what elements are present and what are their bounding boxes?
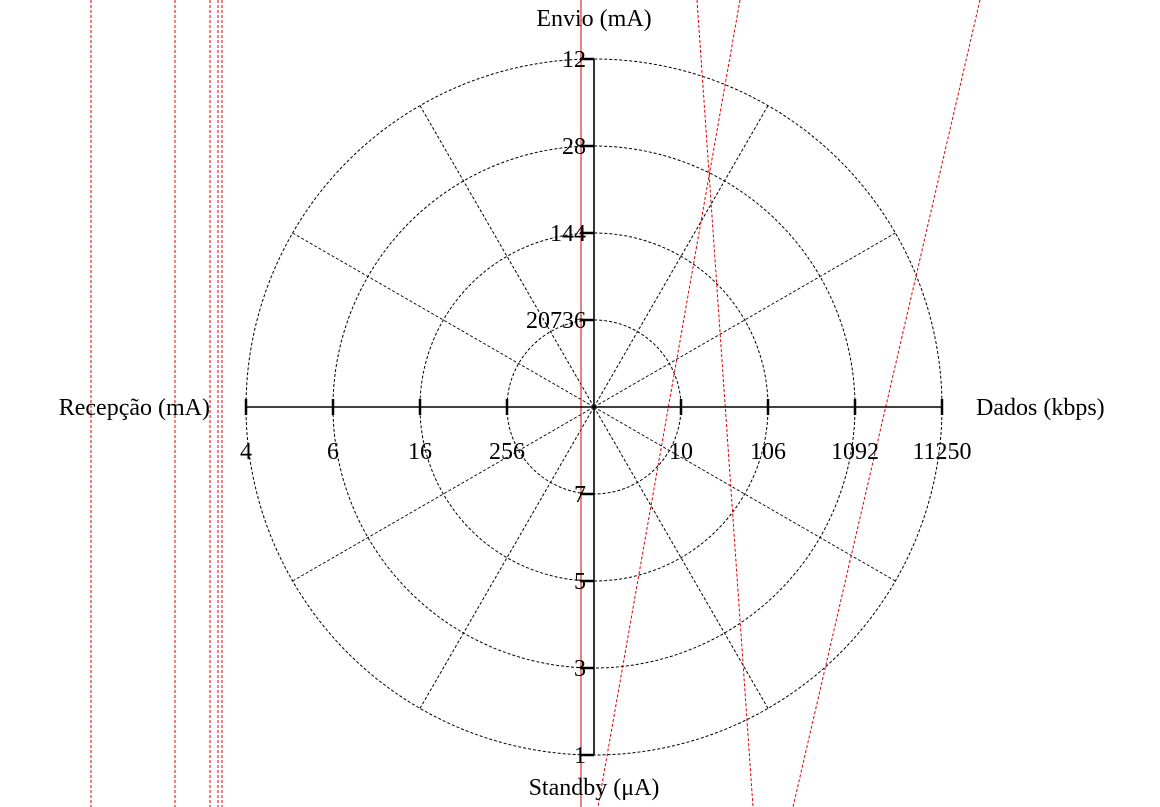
axis-recepcao-tick-label: 6 [327, 439, 339, 465]
axis-recepcao-label: Recepção (mA) [59, 395, 210, 421]
axis-envio-tick-label: 28 [562, 134, 586, 160]
axis-envio-tick-label: 20736 [526, 308, 586, 334]
axis-dados-tick-label: 1092 [831, 439, 879, 465]
axis-standby-label: Standby (μA) [529, 775, 660, 801]
axis-dados-tick-label: 106 [750, 439, 786, 465]
axis-envio-label: Envio (mA) [536, 6, 651, 32]
axis-recepcao-tick-label: 256 [489, 439, 525, 465]
axis-standby-tick-label: 5 [574, 569, 586, 595]
red-guide-dotted-line [598, 0, 740, 807]
axis-standby-tick-label: 7 [574, 482, 586, 508]
axis-dados-tick-label: 10 [669, 439, 693, 465]
axis-dados-label: Dados (kbps) [976, 395, 1105, 421]
axis-envio-tick-label: 12 [562, 47, 586, 73]
axis-recepcao-tick-label: 4 [240, 439, 252, 465]
axis-dados-tick-label: 11250 [912, 439, 971, 465]
axis-standby-tick-label: 1 [574, 743, 586, 769]
red-guide-dotted-line [793, 0, 980, 807]
red-guide-dotted-line [697, 0, 753, 807]
axis-envio-tick-label: 144 [550, 221, 586, 247]
axis-standby-tick-label: 3 [574, 656, 586, 682]
radar-axes [246, 59, 942, 755]
axis-recepcao-tick-label: 16 [408, 439, 432, 465]
red-guide-lines [91, 0, 980, 807]
